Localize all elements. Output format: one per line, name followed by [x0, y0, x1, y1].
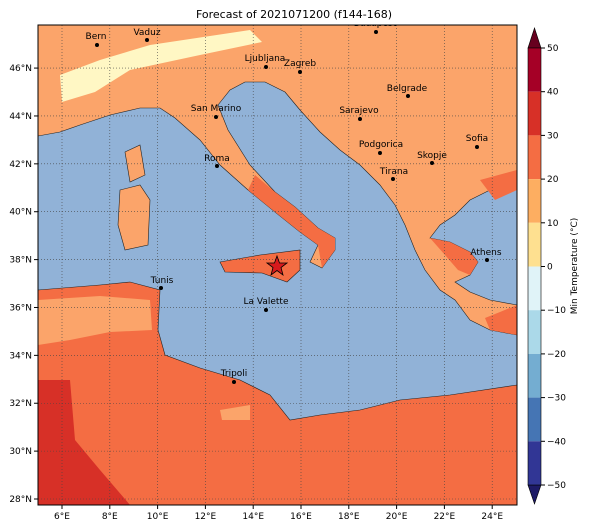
alps-cool [60, 30, 262, 102]
x-tick-label: 14°E [242, 512, 264, 522]
axes: 6°E 8°E 10°E 12°E 14°E 16°E 18°E 20°E 22°E 24°E 28… [9, 64, 503, 522]
colorbar-tick-label: 30 [547, 131, 559, 141]
x-tick-label: 8°E [102, 512, 118, 522]
y-tick-label: 28°N [9, 495, 32, 505]
colorbar-label: Min Temperature (°C) [570, 218, 580, 315]
city-dot [264, 65, 268, 69]
city-label: Budapest [354, 19, 397, 29]
city-dot [145, 38, 149, 42]
y-tick-label: 30°N [9, 447, 32, 457]
x-tick-label: 20°E [386, 512, 408, 522]
colorbar-tick-label: −10 [547, 306, 566, 316]
city-dot [430, 161, 434, 165]
colorbar-tick-label: −50 [547, 481, 566, 491]
city-dot [378, 151, 382, 155]
city-label: Skopje [417, 151, 447, 161]
city-label: Sofia [466, 134, 488, 144]
colorbar-tick-label: 40 [547, 88, 559, 98]
city-dot [298, 70, 302, 74]
graticule [38, 25, 517, 505]
y-tick-label: 40°N [9, 208, 32, 218]
corsica [124, 144, 146, 183]
city-dot [159, 286, 163, 290]
city-label: Vaduz [133, 28, 160, 38]
x-tick-label: 6°E [54, 512, 70, 522]
colorbar-band [528, 266, 541, 311]
colorbar-band [528, 353, 541, 398]
y-tick-label: 46°N [9, 64, 32, 74]
city-label: Bern [86, 32, 107, 42]
y-tick-label: 32°N [9, 399, 32, 409]
map-area: Bern Vaduz Budapest Ljubljana Zagreb Bel… [38, 19, 517, 505]
y-tick-label: 38°N [9, 256, 32, 266]
city-label: Podgorica [359, 140, 403, 150]
city-dot [485, 258, 489, 262]
colorbar-tick-label: −40 [547, 437, 566, 447]
colorbar-tick-label: −30 [547, 394, 566, 404]
city-label: San Marino [191, 104, 242, 114]
y-tick-label: 36°N [9, 303, 32, 313]
colorbar-band [528, 91, 541, 136]
colorbar-tick-label: 10 [547, 219, 559, 229]
x-tick-label: 16°E [290, 512, 312, 522]
city-label: Zagreb [284, 59, 316, 69]
x-tick-label: 10°E [147, 512, 169, 522]
city-dot [215, 164, 219, 168]
colorbar-tick-label: 0 [547, 263, 553, 273]
colorbar-tick-label: 20 [547, 175, 559, 185]
x-tick-label: 24°E [481, 512, 503, 522]
city-label: Belgrade [387, 84, 428, 94]
colorbar-band [528, 222, 541, 267]
city-dots [95, 30, 489, 384]
colorbar-band [528, 179, 541, 223]
colorbar: 50 40 30 20 10 0 −10 −20 −30 −40 −50 [527, 27, 566, 505]
colorbar-extend [527, 484, 542, 505]
city-label: Roma [204, 154, 230, 164]
africa-mild [38, 296, 250, 420]
coast-warm [248, 170, 517, 335]
colorbar-tick-label: −20 [547, 350, 566, 360]
city-dot [391, 177, 395, 181]
y-tick-label: 34°N [9, 351, 32, 361]
y-tick-label: 44°N [9, 112, 32, 122]
city-dot [214, 115, 218, 119]
city-label: Athens [470, 248, 501, 258]
x-tick-label: 22°E [434, 512, 456, 522]
x-tick-label: 12°E [195, 512, 217, 522]
colorbar-band [528, 48, 541, 92]
sicily [219, 249, 301, 283]
city-label: Tunis [150, 276, 174, 286]
map-frame [37, 24, 518, 506]
title: Forecast of 2021071200 (f144-168) [196, 8, 392, 21]
city-dot [374, 30, 378, 34]
colorbar-band [528, 397, 541, 442]
colorbar-extend [527, 27, 542, 49]
x-tick-label: 18°E [338, 512, 360, 522]
city-dot [358, 117, 362, 121]
city-dot [264, 308, 268, 312]
colorbar-tick-label: 50 [547, 44, 559, 54]
city-label: Tirana [379, 167, 408, 177]
africa-hot [38, 380, 130, 505]
city-dot [406, 94, 410, 98]
colorbar-band [528, 310, 541, 354]
event-star [265, 254, 289, 277]
city-dot [475, 145, 479, 149]
colorbar-band [528, 441, 541, 485]
city-label: Sarajevo [339, 106, 379, 116]
city-label: Tripoli [220, 369, 248, 379]
colorbar-band [528, 135, 541, 180]
city-label: La Valette [244, 297, 289, 307]
city-dot [232, 380, 236, 384]
y-tick-label: 42°N [9, 160, 32, 170]
city-label: Ljubljana [245, 54, 286, 64]
city-dot [95, 43, 99, 47]
sardinia [117, 184, 151, 251]
